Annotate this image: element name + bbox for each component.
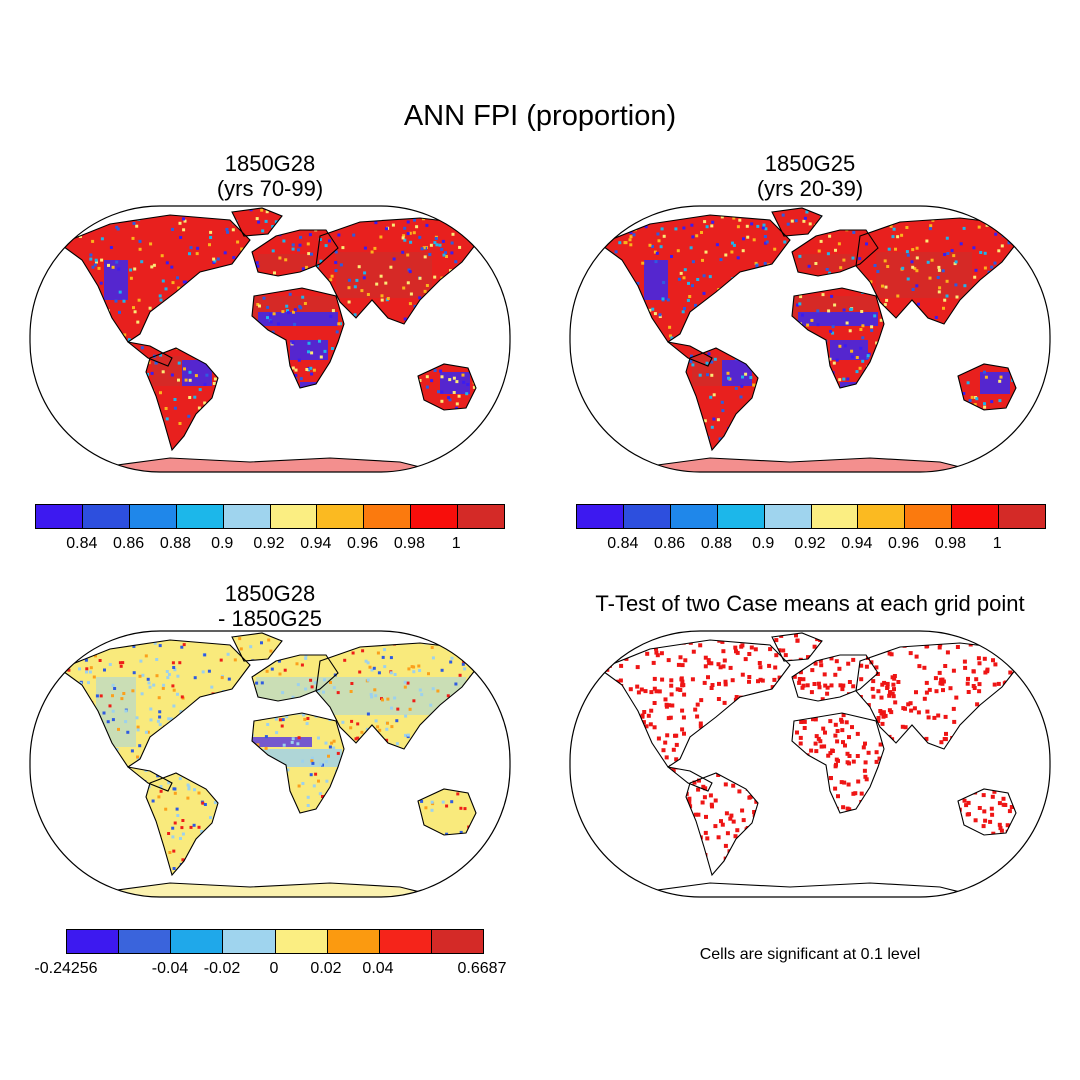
colorbar-tick-label: 0.92 (253, 535, 285, 552)
colorbar-swatch (364, 505, 412, 528)
colorbar-tick-label: 0.86 (113, 535, 145, 552)
colorbar-swatch (327, 930, 380, 953)
grid-cells (600, 633, 1016, 875)
colorbar-tick-label: 0.84 (66, 535, 98, 552)
map-content (58, 632, 477, 897)
map-panel-1850G28 (29, 205, 511, 473)
colorbar-swatch (223, 930, 276, 953)
map-border (569, 630, 1051, 898)
map-panel-difference (29, 630, 511, 898)
regional-patches (104, 252, 470, 394)
colorbar-swatch (411, 505, 459, 528)
map-border (29, 205, 511, 473)
colorbar-tick-label: 0.94 (841, 535, 873, 552)
colorbar-swatch (379, 930, 432, 953)
colorbar-panel-1-labels: 0.84 0.86 0.88 0.9 0.92 0.94 0.96 0.98 1 (35, 535, 503, 555)
colorbar-swatch (670, 505, 718, 528)
colorbar-tick-label: 0.02 (310, 960, 342, 977)
colorbar-swatch (458, 505, 505, 528)
coastlines (598, 632, 1017, 897)
panel-3-title: 1850G28 - 1850G25 (130, 581, 410, 631)
colorbar-tick-label: 0.96 (347, 535, 379, 552)
significance-note: Cells are significant at 0.1 level (699, 946, 921, 963)
colorbar-tick-label: -0.24256 (34, 960, 98, 977)
colorbar-tick-label: 0.04 (362, 960, 394, 977)
colorbar-swatch (317, 505, 365, 528)
colorbar-swatch (431, 930, 483, 953)
colorbar-swatch (223, 505, 271, 528)
colorbar-tick-label: -0.04 (151, 960, 189, 977)
figure-title: ANN FPI (proportion) (403, 100, 677, 132)
panel-3-title-line2: - 1850G25 (218, 606, 322, 631)
map-border (29, 630, 511, 898)
colorbar-swatch (176, 505, 224, 528)
colorbar-swatch (952, 505, 1000, 528)
map-border (569, 205, 1051, 473)
colorbar-panel-2 (576, 504, 1046, 529)
colorbar-swatch (129, 505, 177, 528)
colorbar-tick-label: 0.96 (888, 535, 920, 552)
panel-1-title-line2: (yrs 70-99) (216, 176, 324, 201)
colorbar-swatch (858, 505, 906, 528)
map-content (58, 207, 477, 472)
colorbar-tick-label: -0.02 (203, 960, 241, 977)
map-content (598, 632, 1017, 897)
colorbar-tick-label: 0.9 (211, 535, 234, 552)
panel-2-title: 1850G25 (yrs 20-39) (670, 151, 950, 201)
colorbar-tick-label: 0.88 (700, 535, 732, 552)
colorbar-swatch (119, 930, 172, 953)
colorbar-swatch (577, 505, 624, 528)
panel-4-title: T-Test of two Case means at each grid po… (595, 591, 1025, 616)
panel-1-title-line1: 1850G28 (224, 151, 316, 176)
colorbar-tick-label: 0.6687 (457, 960, 507, 977)
colorbar-tick-label: 1 (451, 535, 461, 552)
colorbar-swatch (36, 505, 83, 528)
colorbar-tick-label: 0.84 (607, 535, 639, 552)
colorbar-tick-label: 0.88 (159, 535, 191, 552)
colorbar-panel-1 (35, 504, 505, 529)
colorbar-swatch (82, 505, 130, 528)
colorbar-tick-label: 0.92 (794, 535, 826, 552)
map-panel-ttest (569, 630, 1051, 898)
panel-1-title: 1850G28 (yrs 70-99) (130, 151, 410, 201)
colorbar-swatch (811, 505, 859, 528)
panel-2-title-line2: (yrs 20-39) (756, 176, 864, 201)
colorbar-swatch (764, 505, 812, 528)
colorbar-tick-label: 0 (269, 960, 279, 977)
map-panel-1850G25 (569, 205, 1051, 473)
colorbar-tick-label: 0.98 (393, 535, 425, 552)
panel-3-title-line1: 1850G28 (224, 581, 316, 606)
colorbar-swatch (275, 930, 328, 953)
colorbar-panel-2-labels: 0.84 0.86 0.88 0.9 0.92 0.94 0.96 0.98 1 (576, 535, 1044, 555)
colorbar-tick-label: 0.98 (934, 535, 966, 552)
colorbar-difference (66, 929, 484, 954)
colorbar-swatch (905, 505, 953, 528)
colorbar-swatch (270, 505, 318, 528)
colorbar-tick-label: 0.9 (752, 535, 775, 552)
colorbar-tick-label: 0.86 (654, 535, 686, 552)
colorbar-swatch (717, 505, 765, 528)
colorbar-swatch (999, 505, 1046, 528)
colorbar-swatch (623, 505, 671, 528)
map-content (598, 207, 1017, 472)
colorbar-tick-label: 0.94 (300, 535, 332, 552)
colorbar-swatch (171, 930, 224, 953)
land-fill (60, 208, 476, 472)
coastlines (58, 207, 477, 472)
panel-2-title-line1: 1850G25 (764, 151, 856, 176)
colorbar-difference-labels: -0.24256 -0.04 -0.02 0 0.02 0.04 0.6687 (34, 960, 506, 980)
colorbar-tick-label: 1 (992, 535, 1002, 552)
colorbar-swatch (67, 930, 120, 953)
